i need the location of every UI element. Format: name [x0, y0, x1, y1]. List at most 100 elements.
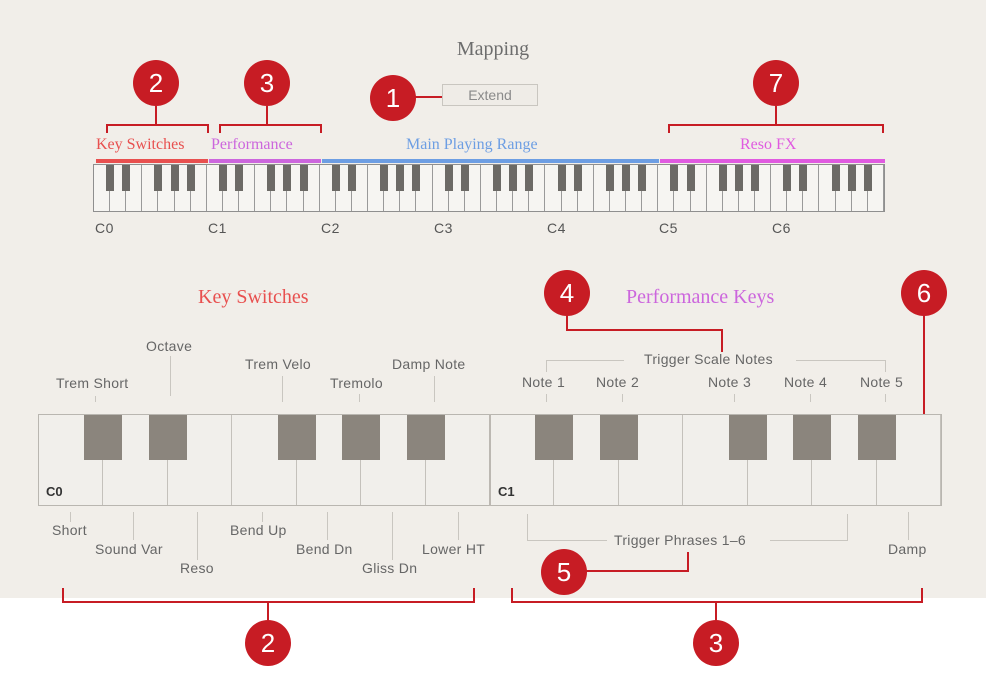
bracket-scale-notes-left [546, 360, 624, 361]
black-key[interactable] [283, 165, 292, 191]
black-key[interactable] [734, 165, 743, 191]
black-key[interactable] [605, 165, 614, 191]
white-key[interactable] [297, 415, 362, 505]
white-key[interactable] [239, 165, 256, 211]
white-key[interactable] [642, 165, 659, 211]
black-key[interactable] [299, 165, 308, 191]
black-key[interactable] [638, 165, 647, 191]
white-key[interactable] [529, 165, 546, 211]
black-key[interactable] [686, 165, 695, 191]
white-key[interactable] [191, 165, 207, 211]
white-key[interactable] [168, 415, 233, 505]
black-key[interactable] [106, 165, 115, 191]
label-bend-dn: Bend Dn [296, 541, 353, 557]
white-key[interactable] [361, 415, 426, 505]
octave-label-c3: C3 [434, 220, 453, 236]
tick-note-2 [622, 394, 623, 402]
black-key[interactable] [728, 415, 767, 460]
range-bar-reso-fx [660, 159, 885, 163]
black-key[interactable] [622, 165, 631, 191]
black-key[interactable] [84, 415, 123, 460]
black-key[interactable] [535, 415, 574, 460]
black-key[interactable] [122, 165, 131, 191]
black-key[interactable] [599, 415, 638, 460]
black-key[interactable] [277, 415, 316, 460]
white-key[interactable] [126, 165, 143, 211]
overview-keyboard[interactable] [93, 164, 885, 212]
black-key[interactable] [235, 165, 244, 191]
black-key[interactable] [793, 415, 832, 460]
white-key[interactable] [877, 415, 941, 505]
black-key[interactable] [412, 165, 421, 191]
white-key[interactable] [103, 415, 168, 505]
black-key[interactable] [444, 165, 453, 191]
black-key[interactable] [718, 165, 727, 191]
black-key[interactable] [331, 165, 340, 191]
white-key[interactable] [803, 165, 820, 211]
black-key[interactable] [557, 165, 566, 191]
tick-tremolo [359, 394, 360, 402]
octave-label-c6: C6 [772, 220, 791, 236]
black-key[interactable] [347, 165, 356, 191]
black-key[interactable] [218, 165, 227, 191]
black-key[interactable] [460, 165, 469, 191]
white-key[interactable] [352, 165, 369, 211]
callout-badge-1: 1 [370, 75, 416, 121]
black-key[interactable] [525, 165, 534, 191]
white-key[interactable] [304, 165, 320, 211]
white-key[interactable] [465, 165, 481, 211]
black-key[interactable] [170, 165, 179, 191]
white-key[interactable] [868, 165, 884, 211]
black-key[interactable] [847, 165, 856, 191]
white-key[interactable] [416, 165, 433, 211]
black-key[interactable] [863, 165, 872, 191]
range-bar-performance [209, 159, 321, 163]
black-key[interactable] [148, 415, 187, 460]
bracket-scale-notes-right [796, 360, 886, 361]
white-key[interactable] [619, 415, 684, 505]
range-label-key-switches: Key Switches [96, 136, 185, 153]
bracket-reso-fx-top [668, 124, 884, 133]
black-key[interactable] [783, 165, 792, 191]
black-key[interactable] [396, 165, 405, 191]
range-label-performance: Performance [211, 136, 293, 153]
white-key[interactable] [554, 415, 619, 505]
callout-badge-2-bottom: 2 [245, 620, 291, 666]
white-key[interactable] [683, 415, 748, 505]
white-key[interactable] [748, 415, 813, 505]
black-key[interactable] [380, 165, 389, 191]
black-key[interactable] [342, 415, 381, 460]
extend-button[interactable]: Extend [442, 84, 538, 106]
tick-trem-short [95, 396, 96, 402]
bracket-key-switches-top [106, 124, 209, 133]
black-key[interactable] [857, 415, 896, 460]
black-key[interactable] [831, 165, 840, 191]
black-key[interactable] [670, 165, 679, 191]
tick-bend-dn [327, 512, 328, 540]
black-key[interactable] [751, 165, 760, 191]
label-sound-var: Sound Var [95, 541, 163, 557]
white-key[interactable] [39, 415, 104, 505]
black-key[interactable] [799, 165, 808, 191]
range-label-main-playing-range: Main Playing Range [406, 136, 538, 153]
white-key[interactable] [578, 165, 594, 211]
black-key[interactable] [267, 165, 276, 191]
white-key[interactable] [755, 165, 772, 211]
white-key[interactable] [490, 415, 555, 505]
black-key[interactable] [186, 165, 195, 191]
black-key[interactable] [573, 165, 582, 191]
black-key[interactable] [493, 165, 502, 191]
black-key[interactable] [154, 165, 163, 191]
label-trem-short: Trem Short [56, 375, 129, 391]
bracket-phrases-left-end [527, 514, 528, 540]
label-short: Short [52, 522, 87, 538]
white-key[interactable] [812, 415, 877, 505]
white-key[interactable] [691, 165, 707, 211]
black-key[interactable] [509, 165, 518, 191]
tick-note-3 [734, 394, 735, 402]
white-key[interactable] [232, 415, 297, 505]
black-key[interactable] [406, 415, 445, 460]
bracket-scale-notes-left-end [546, 360, 547, 372]
